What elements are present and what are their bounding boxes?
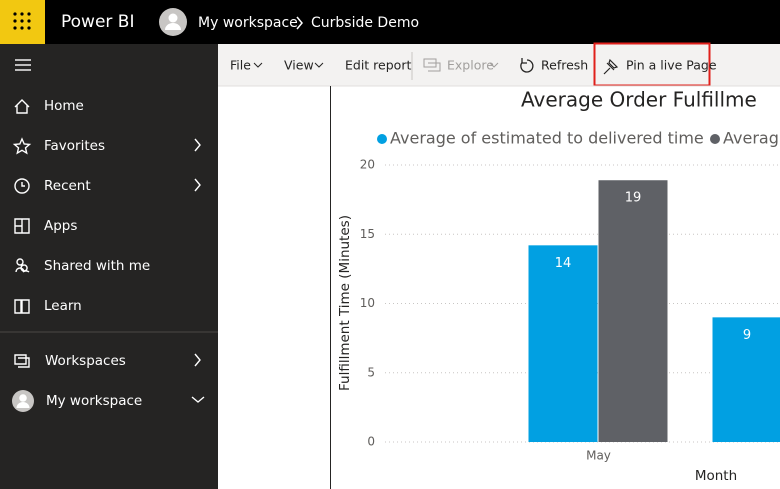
workspace-avatar-head xyxy=(19,394,27,402)
workspace-avatar-body xyxy=(16,402,30,408)
legend-label: Average of estimated to delivered time xyxy=(390,129,704,148)
dropdown-arrow xyxy=(253,62,263,68)
y-tick-label: 20 xyxy=(360,158,375,172)
toolbar-view[interactable]: View xyxy=(284,58,314,73)
favorites-icon xyxy=(12,137,32,155)
toolbar xyxy=(218,44,780,86)
toolbar-explore: Explore xyxy=(447,58,494,73)
x-axis-label: Month xyxy=(695,468,737,484)
app-name[interactable]: Power BI xyxy=(61,12,134,32)
y-tick-label: 10 xyxy=(360,296,375,310)
toolbar-file[interactable]: File xyxy=(230,58,251,73)
chart: Average Order Fulfillme Fulfillment Time … xyxy=(337,88,780,484)
refresh-icon xyxy=(520,58,534,73)
breadcrumb-report[interactable]: Curbside Demo xyxy=(311,15,419,31)
nav-item[interactable]: Favorites xyxy=(44,138,105,154)
legend-label: Averag xyxy=(723,129,779,148)
bar xyxy=(598,180,668,443)
explore-icon xyxy=(423,58,441,72)
avatar-body xyxy=(165,23,181,30)
workspaces-icon xyxy=(14,354,30,368)
avatar-head xyxy=(168,13,178,23)
launcher-dots xyxy=(13,12,31,30)
breadcrumb-chevron xyxy=(296,16,303,30)
breadcrumb-workspace[interactable]: My workspace xyxy=(198,15,298,31)
y-tick-label: 15 xyxy=(360,227,375,241)
nav-item[interactable]: Workspaces xyxy=(45,353,126,369)
bar xyxy=(528,245,598,442)
data-label: 14 xyxy=(555,256,572,271)
y-tick-label: 5 xyxy=(367,365,375,379)
top-bar xyxy=(0,0,780,44)
dropdown-arrow xyxy=(489,62,499,68)
data-label: 19 xyxy=(625,191,642,206)
chart-title: Average Order Fulfillme xyxy=(521,88,757,112)
bar xyxy=(712,317,780,442)
y-tick-label: 0 xyxy=(367,435,375,449)
nav-item[interactable]: My workspace xyxy=(46,393,142,409)
hamburger[interactable] xyxy=(15,59,31,71)
nav-item[interactable]: Recent xyxy=(44,178,91,194)
apps-icon xyxy=(14,218,30,234)
chevrons xyxy=(191,138,205,403)
toolbar-edit[interactable]: Edit report xyxy=(345,58,411,73)
nav-pane xyxy=(0,44,218,489)
recent-icon xyxy=(14,178,30,194)
data-label: 9 xyxy=(743,328,751,343)
toolbar-pin[interactable]: Pin a live Page xyxy=(626,58,717,73)
learn-icon xyxy=(14,299,30,314)
nav-item[interactable]: Learn xyxy=(44,298,82,314)
home-icon xyxy=(14,99,30,114)
pin-icon xyxy=(603,58,619,75)
dropdown-arrow xyxy=(314,62,324,68)
shared-icon xyxy=(15,258,30,273)
toolbar-refresh[interactable]: Refresh xyxy=(541,58,588,73)
nav-item[interactable]: Apps xyxy=(44,218,77,234)
nav-item[interactable]: Home xyxy=(44,98,84,114)
legend-marker xyxy=(377,134,387,144)
y-axis-label: Fulfillment Time (Minutes) xyxy=(337,215,353,391)
recent-icon-hands xyxy=(21,182,25,187)
legend-marker xyxy=(710,134,720,144)
nav-item[interactable]: Shared with me xyxy=(44,258,150,274)
x-tick-label: May xyxy=(586,449,611,463)
